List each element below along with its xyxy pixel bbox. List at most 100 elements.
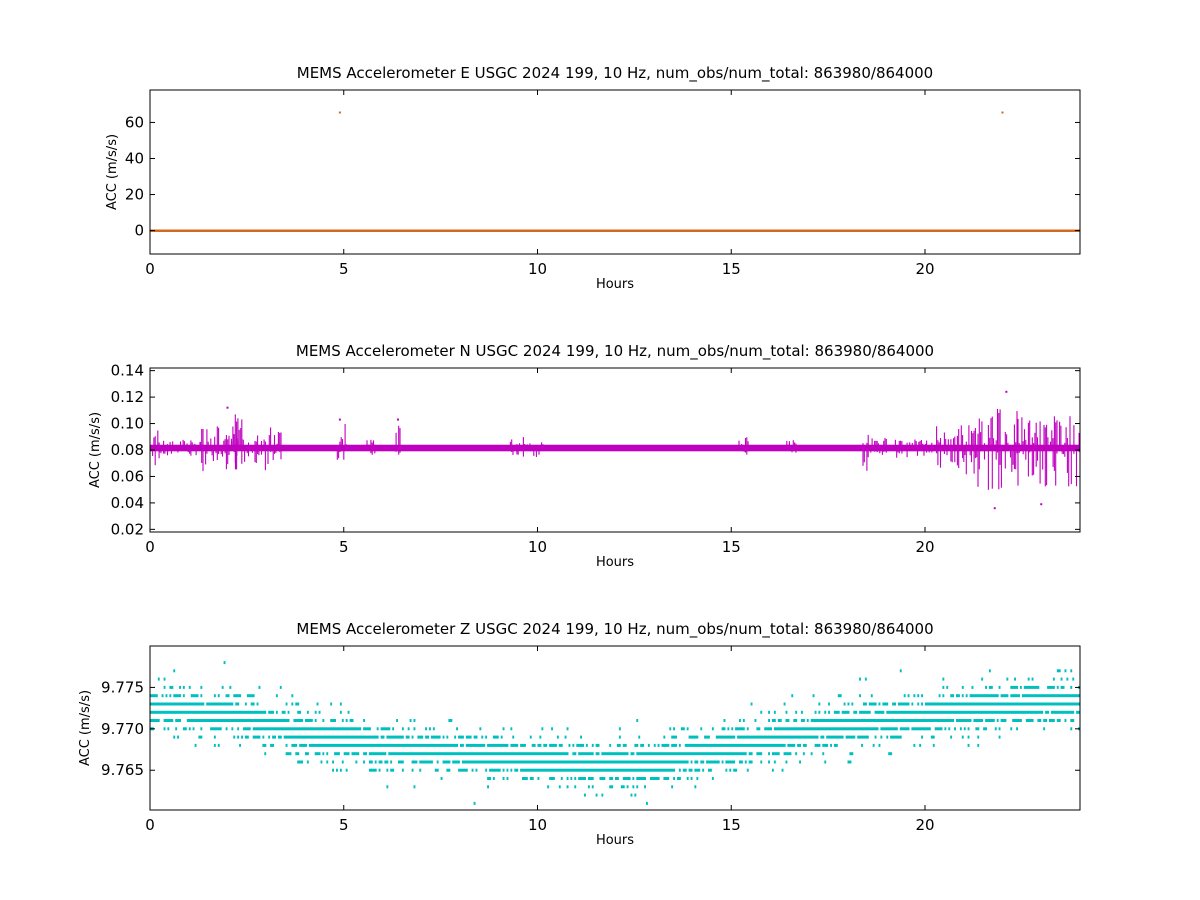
panel-z-level-segment [802, 743, 807, 747]
panel-z-level-segment [264, 752, 267, 756]
panel-z-level-segment [742, 719, 745, 722]
panel-z-level-segment [686, 727, 689, 731]
panel-z-level-segment [175, 727, 178, 731]
panel-z-level-segment [878, 743, 881, 747]
panel-z-level-segment [570, 777, 573, 780]
panel-e-outlier-0 [338, 111, 341, 114]
panel-z-level-segment [830, 743, 832, 747]
panel-z-level-segment [988, 669, 991, 673]
panel-z-level-segment [452, 760, 460, 764]
panel-e: MEMS Accelerometer E USGC 2024 199, 10 H… [105, 64, 1081, 292]
panel-z-level-segment [1021, 694, 1080, 698]
panel-z-level-segment [700, 727, 703, 731]
panel-z-level-segment [384, 760, 389, 764]
panel-z-level-segment [861, 743, 863, 747]
panel-z-level-segment [419, 768, 422, 772]
panel-z-level-segment [649, 777, 660, 780]
panel-z-level-segment [297, 710, 302, 714]
panel-z-level-segment [241, 735, 243, 739]
panel-z-level-segment [626, 785, 629, 789]
panel-z-level-segment [574, 785, 577, 789]
panel-z-level-segment [801, 710, 803, 714]
panel-z-level-segment [291, 702, 294, 706]
panel-n-ytick-label: 0.10 [111, 415, 144, 433]
panel-z-level-segment [368, 760, 373, 764]
panel-z-level-segment [510, 743, 519, 747]
panel-z-level-segment [1064, 719, 1067, 722]
panel-z-level-segment [824, 710, 827, 714]
panel-z-level-segment [841, 710, 850, 714]
panel-e-xticks: 0 5 10 15 20 [145, 90, 935, 278]
panel-z-level-segment [1052, 677, 1055, 681]
panel-z-level-segment [985, 719, 995, 722]
panel-z-level-segment [1049, 719, 1055, 722]
panel-z-level-segment [454, 735, 457, 739]
panel-z-level-segment [188, 685, 191, 689]
panel-z-level-segment [587, 785, 590, 789]
panel-z-level-segment [620, 785, 625, 789]
panel-z-level-segment [576, 743, 585, 747]
panel-e-xtick-label: 15 [722, 260, 741, 278]
panel-z-level-segment [1012, 719, 1022, 722]
panel-z-level-segment [150, 710, 267, 714]
panel-z-ytick-label: 9.765 [101, 761, 144, 779]
panel-n-burst-2 [199, 426, 282, 472]
panel-z-level-segment [983, 727, 987, 731]
panel-z-level-segment [636, 777, 646, 780]
panel-z-level-segment [411, 760, 418, 764]
panel-z-level-segment [874, 735, 877, 739]
panel-n-burst-10 [862, 434, 874, 471]
panel-z-level-segment [630, 793, 633, 797]
panel-z-level-segment [880, 727, 898, 731]
panel-z-level-segment [857, 735, 869, 739]
panel-z-level-segment [239, 743, 241, 747]
panel-e-xtick-label: 0 [145, 260, 155, 278]
panel-z-level-segment [630, 752, 635, 756]
panel-z-level-segment [388, 752, 569, 756]
panel-z-level-segment [785, 719, 790, 722]
panel-z-xtick-label: 5 [339, 816, 349, 834]
panel-z-level-segment [150, 719, 160, 722]
panel-z-level-segment [345, 719, 348, 722]
panel-z-level-segment [897, 702, 910, 706]
panel-z-level-segment [233, 694, 242, 698]
panel-e-ylabel: ACC (m/s/s) [105, 134, 120, 210]
panel-z-level-segment [250, 702, 255, 706]
panel-z-level-segment [295, 702, 300, 706]
panel-z-level-segment [967, 727, 970, 731]
panel-z-level-segment [442, 735, 445, 739]
panel-z-level-segment [731, 727, 734, 731]
panel-z-level-segment [161, 694, 164, 698]
panel-z-level-segment [930, 735, 935, 739]
panel-z-level-segment [473, 801, 476, 805]
panel-z-level-segment [182, 727, 187, 731]
panel-z-level-segment [396, 719, 398, 722]
panel-z-level-segment [363, 752, 367, 756]
panel-z-level-segment [537, 777, 540, 780]
panel-z-level-segment [591, 743, 594, 747]
panel-z-level-segment [200, 727, 203, 731]
panel-z-level-segment [587, 777, 594, 780]
panel-z-level-segment [746, 768, 749, 772]
panel-z-level-segment [549, 777, 555, 780]
panel-z-level-segment [911, 727, 931, 731]
panel-z-level-segment [332, 768, 334, 772]
panel-z-level-segment [973, 719, 984, 722]
panel-z-level-segment [673, 777, 675, 780]
panel-z-level-segment [826, 735, 844, 739]
panel-z-level-segment [686, 777, 689, 780]
panel-z-level-segment [376, 727, 379, 731]
panel-z-level-segment [316, 702, 319, 706]
panel-z-level-segment [684, 743, 786, 747]
panel-z-level-segment [481, 735, 484, 739]
panel-z-level-segment [609, 777, 614, 780]
panel-z-level-segment [967, 735, 970, 739]
panel-z-level-segment [213, 735, 216, 739]
panel-z-level-segment [506, 777, 509, 780]
panel-n-outlier-4 [1005, 390, 1008, 393]
panel-z-level-segment [944, 727, 947, 731]
panel-z-level-segment [537, 743, 542, 747]
panel-z-level-segment [942, 677, 945, 681]
panel-z-level-segment [572, 752, 577, 756]
panel-n: MEMS Accelerometer N USGC 2024 199, 10 H… [88, 342, 1081, 570]
